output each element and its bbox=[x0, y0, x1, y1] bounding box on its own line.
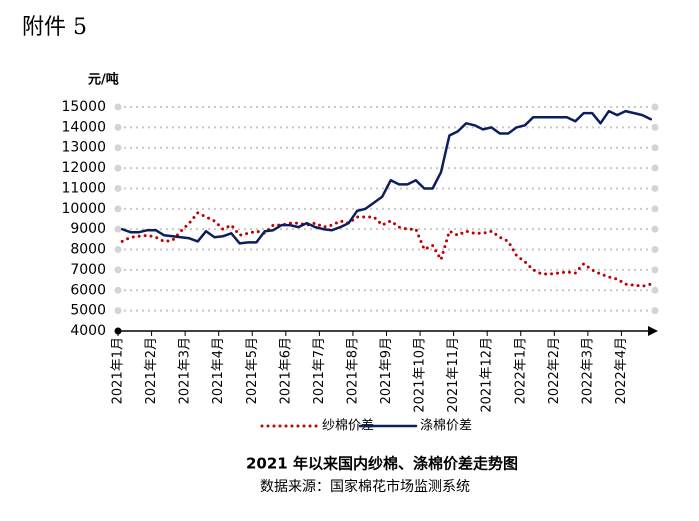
legend-label: 涤棉价差 bbox=[420, 419, 472, 434]
x-tick-label: 2021年5月 bbox=[245, 337, 260, 404]
x-tick-label: 2022年1月 bbox=[513, 337, 528, 404]
y-tick-label: 12000 bbox=[61, 160, 106, 176]
grid-end bbox=[114, 205, 122, 213]
grid-end bbox=[651, 225, 659, 233]
chart-title: 2021 年以来国内纱棉、涤棉价差走势图 bbox=[246, 455, 518, 473]
grid-end bbox=[651, 266, 659, 274]
y-tick-label: 13000 bbox=[61, 140, 106, 156]
grid-end bbox=[114, 123, 122, 131]
x-tick-label: 2021年3月 bbox=[178, 337, 193, 404]
grid-end bbox=[114, 184, 122, 192]
grid-end bbox=[651, 307, 659, 315]
series-line bbox=[120, 211, 653, 288]
grid-end bbox=[651, 164, 659, 172]
y-tick-label: 11000 bbox=[61, 180, 106, 196]
x-tick-label: 2022年2月 bbox=[547, 337, 562, 404]
grid-end bbox=[651, 286, 659, 294]
grid-end bbox=[114, 144, 122, 152]
y-tick-label: 5000 bbox=[70, 303, 106, 319]
x-tick-label: 2021年1月 bbox=[111, 337, 126, 404]
grid-end bbox=[114, 286, 122, 294]
grid-end bbox=[651, 144, 659, 152]
x-tick-label: 2021年6月 bbox=[278, 337, 293, 404]
series-line bbox=[120, 109, 653, 245]
legend-label: 纱棉价差 bbox=[322, 419, 374, 434]
grid-end bbox=[114, 164, 122, 172]
grid-end bbox=[651, 205, 659, 213]
axis-arrow bbox=[648, 326, 658, 336]
grid-end bbox=[114, 246, 122, 254]
y-axis-label: 元/吨 bbox=[88, 72, 119, 88]
x-tick-label: 2021年10月 bbox=[413, 337, 428, 413]
grid-end bbox=[651, 123, 659, 131]
x-tick-label: 2021年11月 bbox=[446, 337, 461, 413]
x-tick-label: 2021年12月 bbox=[480, 337, 495, 413]
x-tick-label: 2022年3月 bbox=[580, 337, 595, 404]
y-tick-label: 6000 bbox=[70, 282, 106, 298]
x-tick-label: 2022年4月 bbox=[614, 337, 629, 404]
y-tick-label: 9000 bbox=[70, 221, 106, 237]
grid-end bbox=[114, 225, 122, 233]
x-tick-label: 2021年7月 bbox=[312, 337, 327, 404]
y-tick-label: 10000 bbox=[61, 201, 106, 217]
y-tick-label: 8000 bbox=[70, 242, 106, 258]
header: 附件 5 bbox=[22, 15, 87, 40]
x-tick-label: 2021年4月 bbox=[211, 337, 226, 404]
grid-end bbox=[651, 246, 659, 254]
grid-end bbox=[114, 103, 122, 111]
x-tick-label: 2021年2月 bbox=[144, 337, 159, 404]
grid-end bbox=[114, 307, 122, 315]
grid-end bbox=[651, 184, 659, 192]
y-tick-label: 7000 bbox=[70, 262, 106, 278]
y-tick-label: 4000 bbox=[70, 323, 106, 339]
x-tick-label: 2021年9月 bbox=[379, 337, 394, 404]
y-tick-label: 15000 bbox=[61, 99, 106, 115]
grid-end bbox=[651, 103, 659, 111]
x-tick-label: 2021年8月 bbox=[345, 337, 360, 404]
grid-end bbox=[114, 266, 122, 274]
source: 数据来源：国家棉花市场监测系统 bbox=[260, 478, 470, 495]
y-tick-label: 14000 bbox=[61, 119, 106, 135]
